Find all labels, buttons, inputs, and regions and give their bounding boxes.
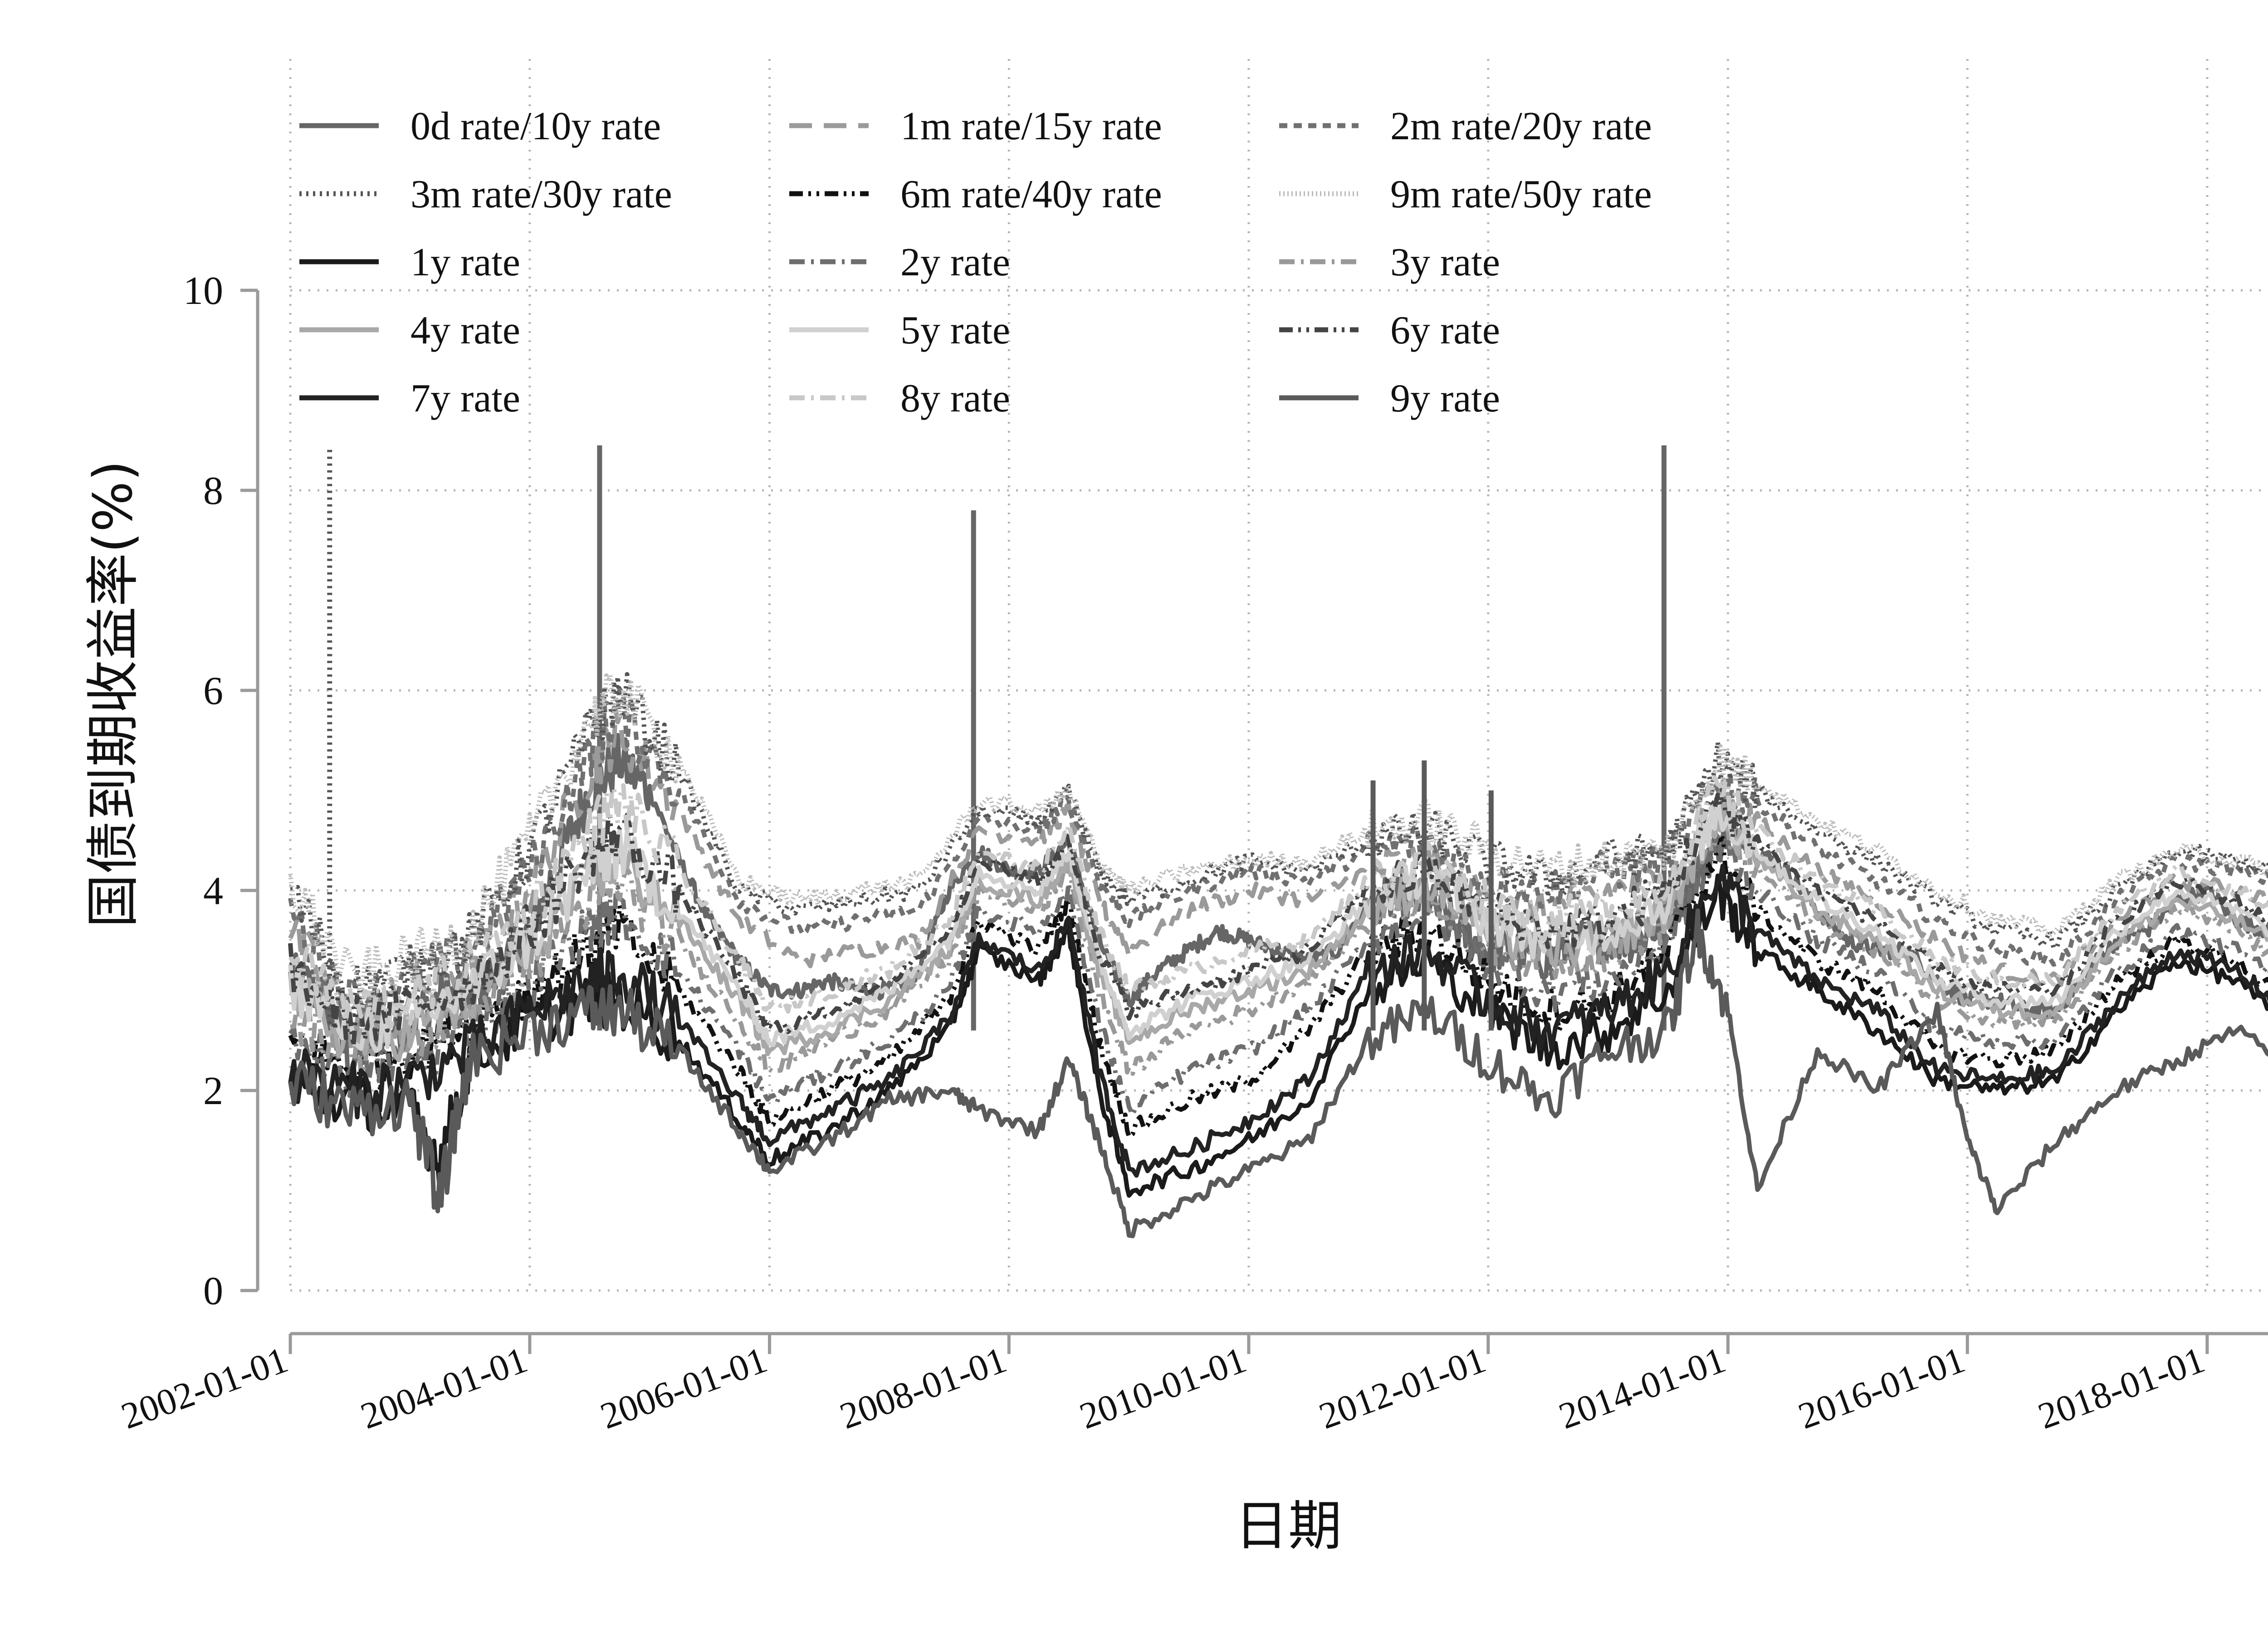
- axes: 0 2 4 6 8 10 2002-01-01 2004-01-01 2006-01-01 200…: [116, 269, 2268, 1437]
- y-tick-label-4: 8: [203, 469, 223, 513]
- series-line-13: [288, 775, 2268, 1030]
- legend-label-3: 3m rate/30y rate: [411, 172, 672, 216]
- y-tick-label-3: 6: [203, 669, 223, 713]
- legend-item-4: 6m rate/40y rate: [789, 172, 1162, 216]
- legend-label-8: 3y rate: [1390, 240, 1500, 284]
- legend-item-12: 7y rate: [299, 376, 520, 420]
- x-tick-label-8: 2018-01-01: [2033, 1339, 2210, 1437]
- y-axis-title: 国债到期收益率(%): [82, 460, 144, 928]
- legend-label-7: 2y rate: [900, 240, 1010, 284]
- legend-item-7: 2y rate: [789, 240, 1010, 284]
- legend-label-9: 4y rate: [411, 308, 520, 352]
- x-tick-label-5: 2012-01-01: [1314, 1339, 1491, 1437]
- legend-label-5: 9m rate/50y rate: [1390, 172, 1652, 216]
- x-tick-label-4: 2010-01-01: [1074, 1339, 1251, 1437]
- series-lines: [288, 445, 2268, 1238]
- legend-item-13: 8y rate: [789, 376, 1010, 420]
- legend: 0d rate/10y rate 1m rate/15y rate 2m rate/…: [299, 104, 1652, 420]
- series-line-4: [288, 836, 2268, 1139]
- series-line-8: [290, 800, 2268, 1079]
- legend-item-0: 0d rate/10y rate: [299, 104, 661, 148]
- series-line-10: [288, 798, 2268, 1053]
- legend-label-2: 2m rate/20y rate: [1390, 104, 1652, 148]
- series-line-3: [290, 672, 2268, 1017]
- legend-item-6: 1y rate: [299, 240, 520, 284]
- legend-item-9: 4y rate: [299, 308, 520, 352]
- legend-item-8: 3y rate: [1279, 240, 1500, 284]
- series-line-11: [288, 784, 2268, 1048]
- legend-label-14: 9y rate: [1390, 376, 1500, 420]
- y-tick-label-2: 4: [203, 869, 223, 913]
- x-tick-label-7: 2016-01-01: [1793, 1339, 1970, 1437]
- legend-label-13: 8y rate: [900, 376, 1010, 420]
- legend-item-11: 6y rate: [1279, 308, 1500, 352]
- legend-item-10: 5y rate: [789, 308, 1010, 352]
- y-tick-label-5: 10: [183, 269, 223, 313]
- x-tick-label-2: 2006-01-01: [595, 1339, 772, 1437]
- series-line-2: [288, 686, 2268, 1027]
- y-tick-label-0: 0: [203, 1269, 223, 1313]
- x-tick-label-3: 2008-01-01: [835, 1339, 1012, 1437]
- x-axis-title: 日期: [1235, 1495, 1342, 1557]
- legend-item-5: 9m rate/50y rate: [1279, 172, 1652, 216]
- legend-label-10: 5y rate: [900, 308, 1010, 352]
- x-tick-label-1: 2004-01-01: [355, 1339, 533, 1437]
- series-line-0: [288, 733, 2268, 1082]
- legend-label-12: 7y rate: [411, 376, 520, 420]
- legend-item-2: 2m rate/20y rate: [1279, 104, 1652, 148]
- x-tick-label-6: 2014-01-01: [1554, 1339, 1731, 1437]
- legend-item-1: 1m rate/15y rate: [789, 104, 1162, 148]
- legend-label-11: 6y rate: [1390, 308, 1500, 352]
- legend-label-0: 0d rate/10y rate: [411, 104, 661, 148]
- x-tick-label-0: 2002-01-01: [116, 1339, 293, 1437]
- series-line-14: [288, 908, 2268, 1238]
- y-tick-label-1: 2: [203, 1069, 223, 1113]
- legend-label-6: 1y rate: [411, 240, 520, 284]
- series-line-7: [288, 831, 2268, 1117]
- legend-item-3: 3m rate/30y rate: [299, 172, 672, 216]
- legend-label-4: 6m rate/40y rate: [900, 172, 1162, 216]
- series-line-6: [288, 873, 2268, 1198]
- series-line-5: [288, 673, 2268, 1001]
- legend-label-1: 1m rate/15y rate: [900, 104, 1162, 148]
- legend-item-14: 9y rate: [1279, 376, 1500, 420]
